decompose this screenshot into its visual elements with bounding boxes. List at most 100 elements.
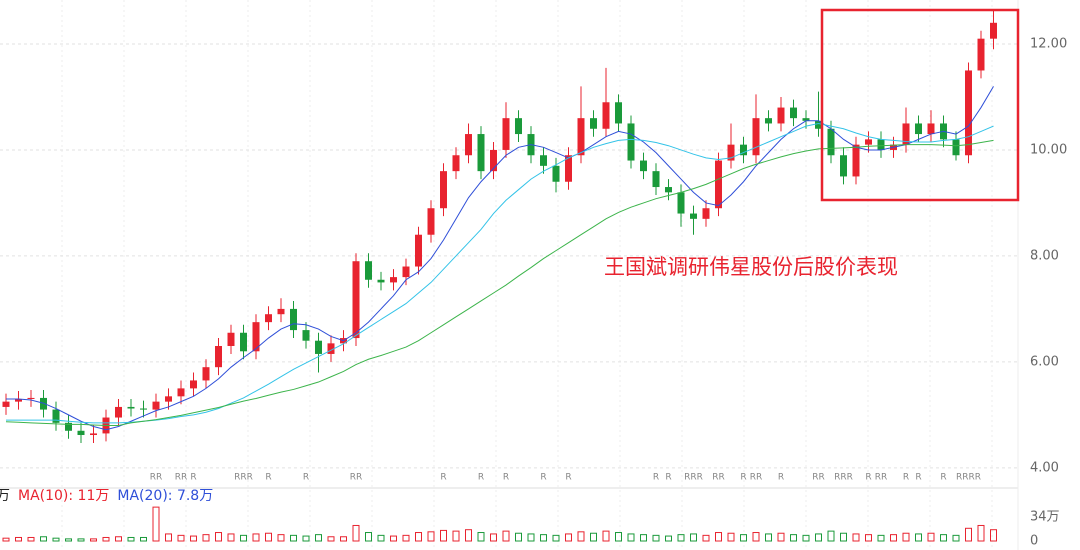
volume-bar bbox=[790, 534, 797, 542]
volume-bar bbox=[527, 533, 535, 542]
volume-bar bbox=[202, 534, 210, 542]
r-marker: R bbox=[565, 473, 571, 483]
candle-body bbox=[902, 123, 910, 145]
r-marker: RRR bbox=[834, 473, 853, 483]
r-marker: RR bbox=[875, 473, 888, 483]
candle-body bbox=[227, 332, 235, 346]
r-marker: R bbox=[440, 473, 446, 483]
plot-area bbox=[2, 9, 997, 542]
candle-body bbox=[927, 123, 935, 135]
volume-bar bbox=[902, 532, 910, 542]
candle-body bbox=[827, 128, 835, 156]
candle-body bbox=[727, 144, 735, 161]
candle-body bbox=[27, 397, 35, 399]
candle-body bbox=[765, 118, 772, 124]
candle-body bbox=[440, 171, 447, 209]
candle-body bbox=[802, 118, 810, 121]
volume-bar bbox=[15, 536, 22, 542]
volume-bar bbox=[327, 536, 335, 542]
volume-bar bbox=[177, 534, 185, 542]
r-marker: R bbox=[190, 473, 196, 483]
volume-bar bbox=[90, 538, 97, 542]
candle-body bbox=[377, 279, 385, 283]
r-marker: RRRR bbox=[956, 473, 981, 483]
volume-bar bbox=[777, 532, 785, 542]
candle-body bbox=[477, 134, 485, 172]
candle-body bbox=[740, 144, 747, 156]
volume-bar bbox=[627, 533, 635, 542]
volume-bar bbox=[927, 532, 935, 542]
r-marker: RR bbox=[750, 473, 763, 483]
candle-body bbox=[52, 409, 60, 423]
candle-body bbox=[177, 388, 185, 397]
volume-legend: 万 MA(10): 11万 MA(20): 7.8万 bbox=[0, 488, 213, 504]
candle-body bbox=[277, 308, 285, 315]
volume-bar bbox=[277, 534, 285, 542]
candle-body bbox=[252, 322, 260, 352]
volume-bar bbox=[977, 524, 985, 542]
volume-bar bbox=[290, 534, 297, 542]
volume-bar bbox=[65, 538, 72, 542]
candle-body bbox=[915, 123, 922, 135]
volume-bar bbox=[565, 533, 572, 542]
volume-bar bbox=[52, 537, 60, 542]
candle-body bbox=[540, 155, 547, 166]
candle-body bbox=[965, 70, 972, 156]
r-marker: RRR bbox=[684, 473, 703, 483]
candle-body bbox=[615, 102, 622, 124]
candle-body bbox=[402, 266, 410, 278]
volume-bar bbox=[240, 534, 247, 542]
candle-body bbox=[215, 345, 222, 368]
candle-body bbox=[190, 380, 197, 389]
volume-bar bbox=[2, 537, 10, 542]
volume-bar bbox=[127, 536, 135, 542]
volume-bar bbox=[440, 529, 447, 542]
volume-bar bbox=[152, 506, 160, 542]
volume-bar bbox=[377, 534, 385, 542]
candle-body bbox=[315, 340, 322, 354]
volume-bar bbox=[690, 533, 697, 542]
candle-body bbox=[815, 120, 822, 129]
candle-body bbox=[352, 261, 360, 339]
candle-body bbox=[465, 134, 472, 156]
volume-bar bbox=[352, 524, 360, 542]
volume-bar bbox=[40, 536, 47, 542]
volume-bar bbox=[490, 533, 497, 542]
candle-body bbox=[565, 155, 572, 182]
candle-body bbox=[165, 396, 172, 402]
volume-bar bbox=[765, 533, 772, 542]
candle-body bbox=[552, 165, 560, 182]
candle-body bbox=[65, 422, 72, 431]
candle-body bbox=[427, 208, 435, 235]
annotation: 王国斌调研伟星股份后股价表现 bbox=[604, 255, 898, 279]
volume-bar bbox=[27, 536, 35, 542]
volume-bar bbox=[140, 536, 147, 542]
volume-bar bbox=[390, 535, 397, 542]
volume-bar bbox=[415, 532, 422, 542]
volume-bar bbox=[852, 533, 860, 542]
candle-body bbox=[327, 343, 335, 354]
candle-body bbox=[665, 187, 672, 193]
candle-body bbox=[365, 261, 372, 280]
candle-body bbox=[202, 367, 210, 381]
candle-body bbox=[877, 139, 885, 150]
volume-bar bbox=[227, 533, 235, 542]
r-marker: R bbox=[303, 473, 309, 483]
r-marker: RR bbox=[812, 473, 825, 483]
r-marker: R bbox=[540, 473, 546, 483]
volume-bar bbox=[727, 532, 735, 542]
volume-bar bbox=[265, 532, 272, 542]
candle-body bbox=[952, 139, 960, 156]
candle-body bbox=[515, 118, 522, 135]
volume-bar bbox=[502, 530, 510, 542]
grid bbox=[0, 0, 1018, 550]
candle-body bbox=[602, 102, 610, 129]
volume-bar bbox=[915, 533, 922, 542]
volume-bar bbox=[990, 529, 997, 542]
r-marker: RR bbox=[175, 473, 188, 483]
volume-tick-label: 34万 bbox=[1030, 510, 1060, 525]
r-marker: RR bbox=[350, 473, 363, 483]
candle-body bbox=[140, 408, 147, 410]
r-marker: R bbox=[940, 473, 946, 483]
volume-bar bbox=[952, 534, 960, 542]
